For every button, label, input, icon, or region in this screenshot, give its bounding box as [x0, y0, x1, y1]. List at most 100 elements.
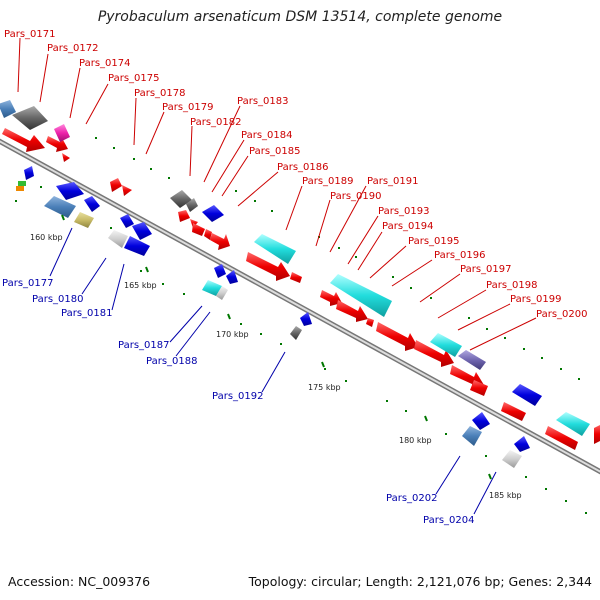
accession-text: Accession: NC_009376 — [8, 574, 151, 589]
gene-feature[interactable] — [254, 234, 296, 264]
gene-feature[interactable] — [122, 185, 132, 196]
gene-label: Pars_0180 — [32, 294, 83, 305]
gene-feature[interactable] — [202, 205, 224, 222]
gene-label: Pars_0193 — [378, 206, 429, 217]
gene-label: Pars_0185 — [249, 146, 300, 157]
gene-feature[interactable] — [290, 272, 302, 283]
gene-feature[interactable] — [320, 290, 342, 306]
gene-feature[interactable] — [594, 424, 600, 444]
gene-feature[interactable] — [110, 178, 122, 192]
gene-feature[interactable] — [556, 412, 590, 436]
lower-boxes[interactable] — [16, 166, 530, 468]
gene-feature[interactable] — [514, 436, 530, 452]
gene-label: Pars_0172 — [47, 43, 98, 54]
gene-feature[interactable] — [202, 280, 222, 296]
tick-label: 175 kbp — [308, 383, 341, 392]
tick-label: 185 kbp — [489, 491, 522, 500]
gene-feature[interactable] — [376, 322, 418, 351]
gene-feature[interactable] — [54, 124, 70, 142]
bottom-labels: Pars_0177 Pars_0180 Pars_0181 Pars_0187 … — [2, 278, 474, 526]
guide-dots — [15, 137, 587, 514]
gene-feature[interactable] — [120, 214, 134, 228]
gene-feature[interactable] — [545, 426, 578, 450]
gene-label: Pars_0181 — [61, 308, 112, 319]
tick-label: 170 kbp — [216, 330, 249, 339]
gene-feature[interactable] — [186, 198, 198, 212]
gene-label: Pars_0174 — [79, 58, 130, 69]
gene-feature[interactable] — [414, 340, 454, 367]
gene-label: Pars_0202 — [386, 493, 437, 504]
gene-feature[interactable] — [472, 412, 490, 430]
gene-feature[interactable] — [108, 230, 128, 248]
tick-label: 165 kbp — [124, 281, 157, 290]
gene-label: Pars_0190 — [330, 191, 381, 202]
gene-feature[interactable] — [132, 222, 152, 240]
gene-feature[interactable] — [170, 190, 192, 208]
gene-label: Pars_0184 — [241, 130, 292, 141]
gene-feature[interactable] — [502, 450, 522, 468]
gene-feature[interactable] — [192, 223, 205, 236]
gene-feature[interactable] — [84, 196, 100, 212]
gene-feature[interactable] — [330, 274, 392, 317]
topology-summary: Topology: circular; Length: 2,121,076 bp… — [248, 574, 592, 589]
gene-feature[interactable] — [470, 380, 488, 396]
gene-label: Pars_0191 — [367, 176, 418, 187]
gene-label: Pars_0178 — [134, 88, 185, 99]
map-title: Pyrobaculum arsenaticum DSM 13514, compl… — [97, 9, 503, 25]
gene-feature[interactable] — [62, 153, 70, 162]
gene-feature[interactable] — [458, 350, 486, 370]
gene-feature[interactable] — [178, 210, 190, 222]
gene-label: Pars_0200 — [536, 309, 587, 320]
gene-feature[interactable] — [24, 166, 34, 180]
top-labels: Pars_0171 Pars_0172 Pars_0174 Pars_0175 … — [4, 29, 587, 320]
gene-label: Pars_0194 — [382, 221, 433, 232]
gene-feature[interactable] — [74, 212, 94, 228]
gene-feature[interactable] — [336, 300, 368, 322]
gene-feature[interactable] — [214, 264, 226, 278]
gene-label: Pars_0188 — [146, 356, 197, 367]
gene-feature[interactable] — [501, 402, 526, 421]
gene-feature[interactable] — [366, 318, 374, 327]
gene-feature[interactable] — [204, 229, 212, 240]
gene-label: Pars_0192 — [212, 391, 263, 402]
kbp-ticks — [61, 214, 492, 480]
gene-feature[interactable] — [16, 186, 24, 191]
gene-feature[interactable] — [290, 326, 302, 340]
gene-label: Pars_0182 — [190, 117, 241, 128]
gene-feature[interactable] — [56, 182, 84, 200]
gene-label: Pars_0197 — [460, 264, 511, 275]
tick-label: 180 kbp — [399, 436, 432, 445]
gene-feature[interactable] — [124, 236, 150, 256]
gene-feature[interactable] — [246, 252, 290, 281]
gene-label: Pars_0204 — [423, 515, 474, 526]
gene-feature[interactable] — [430, 333, 462, 357]
gene-feature[interactable] — [226, 270, 238, 284]
gene-feature[interactable] — [512, 384, 542, 406]
upper-boxes[interactable] — [0, 100, 600, 444]
genome-backbone — [0, 138, 600, 475]
gene-feature[interactable] — [216, 286, 228, 300]
gene-feature[interactable] — [12, 106, 48, 130]
bottom-label-leaders — [49, 227, 497, 515]
gene-feature[interactable] — [2, 128, 45, 152]
gene-label: Pars_0196 — [434, 250, 485, 261]
gene-label: Pars_0175 — [108, 73, 159, 84]
gene-label: Pars_0198 — [486, 280, 537, 291]
gene-feature[interactable] — [210, 233, 230, 250]
gene-label: Pars_0186 — [277, 162, 328, 173]
gene-label: Pars_0199 — [510, 294, 561, 305]
gene-label: Pars_0195 — [408, 236, 459, 247]
gene-feature[interactable] — [462, 426, 482, 446]
tick-label: 160 kbp — [30, 233, 63, 242]
gene-feature[interactable] — [300, 312, 312, 326]
gene-feature[interactable] — [44, 196, 76, 218]
gene-feature[interactable] — [18, 181, 26, 186]
gene-feature[interactable] — [0, 100, 16, 118]
gene-label: Pars_0189 — [302, 176, 353, 187]
top-label-leaders — [17, 37, 537, 351]
gene-label: Pars_0183 — [237, 96, 288, 107]
gene-label: Pars_0187 — [118, 340, 169, 351]
kbp-labels: 160 kbp 165 kbp 170 kbp 175 kbp 180 kbp … — [30, 233, 522, 500]
gene-label: Pars_0177 — [2, 278, 53, 289]
